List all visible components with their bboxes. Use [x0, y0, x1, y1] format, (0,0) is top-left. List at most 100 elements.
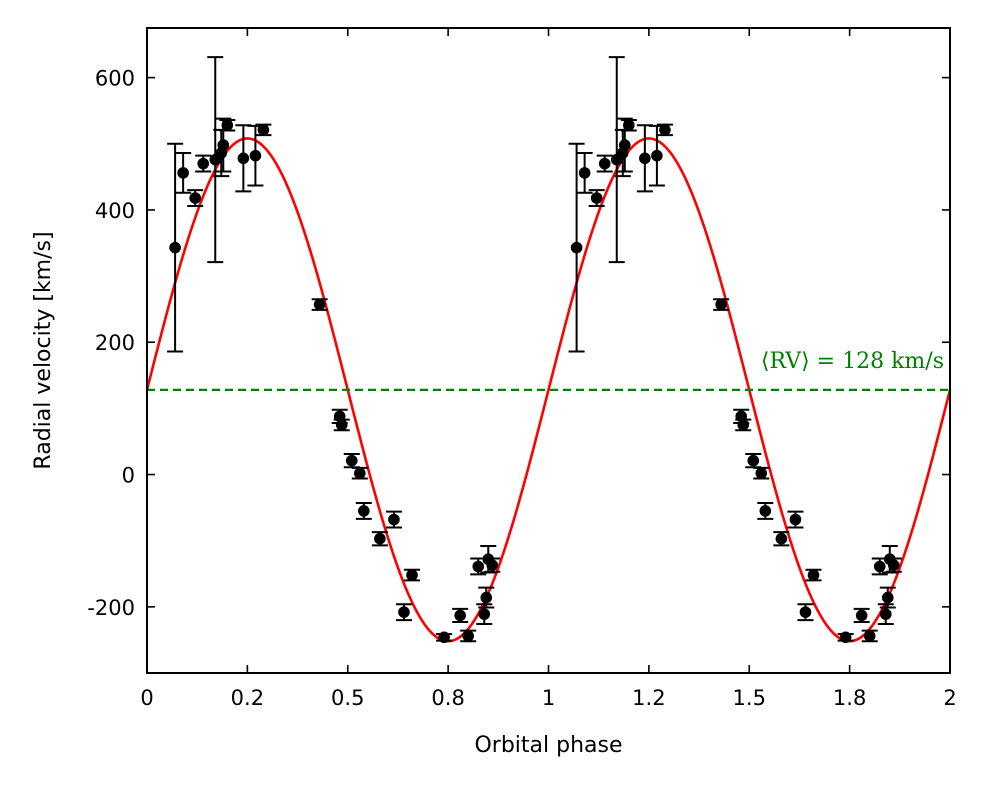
data-point	[837, 631, 854, 644]
data-point	[885, 557, 902, 573]
axes-group: 0 0.2 0.5 0.8 1 1.2 1.5 1.8 2 -200 0 200 400 600	[87, 27, 957, 710]
data-marker	[374, 532, 386, 545]
data-point	[805, 568, 822, 582]
model-curve-group	[145, 137, 952, 643]
data-point	[797, 603, 814, 622]
data-marker	[759, 505, 772, 517]
data-point	[648, 124, 665, 187]
data-marker	[618, 139, 631, 151]
x-tick-label: 1	[542, 686, 555, 710]
data-marker	[237, 152, 250, 165]
data-point	[403, 568, 420, 582]
x-tick-label: 1.8	[833, 686, 866, 710]
data-marker	[454, 609, 466, 622]
data-point	[460, 629, 477, 643]
data-point	[757, 501, 774, 520]
data-marker	[406, 569, 418, 581]
data-marker	[855, 609, 868, 622]
data-marker	[887, 559, 900, 571]
y-tick-label: -200	[87, 596, 135, 620]
data-point	[343, 453, 360, 469]
data-marker	[639, 152, 651, 165]
x-tick-label: 1.5	[733, 686, 766, 710]
data-marker	[217, 139, 230, 151]
data-marker	[570, 241, 583, 254]
data-point	[311, 298, 328, 311]
data-marker	[189, 192, 201, 204]
data-marker	[335, 419, 348, 431]
x-tick-label: 0.8	[431, 686, 464, 710]
data-point	[596, 154, 613, 173]
data-point	[470, 557, 487, 576]
data-point	[195, 154, 212, 173]
data-point	[853, 607, 870, 624]
data-marker	[578, 167, 591, 179]
data-point	[484, 557, 501, 573]
data-marker	[480, 591, 493, 604]
x-tick-label: 2	[943, 686, 956, 710]
data-marker	[472, 560, 485, 573]
mean-rv-label: ⟨RV⟩ = 128 km/s	[761, 349, 944, 374]
data-marker	[789, 513, 802, 526]
data-point	[478, 586, 495, 609]
data-marker	[169, 241, 181, 254]
data-marker	[807, 569, 820, 581]
data-marker	[486, 559, 499, 571]
data-point	[753, 466, 770, 480]
data-point	[713, 298, 730, 311]
data-marker	[353, 467, 366, 480]
data-marker	[221, 119, 234, 132]
data-points-group	[167, 56, 902, 644]
y-tick-label: 400	[95, 199, 135, 223]
data-marker	[799, 606, 812, 618]
data-marker	[747, 454, 760, 467]
data-marker	[659, 124, 671, 136]
data-point	[175, 152, 192, 194]
x-axis-label: Orbital phase	[474, 733, 622, 758]
y-tick-label: 600	[95, 67, 135, 91]
data-point	[636, 124, 653, 193]
data-point	[620, 118, 637, 132]
x-tick-label: 0	[140, 686, 153, 710]
data-marker	[478, 608, 491, 620]
data-marker	[313, 298, 326, 311]
data-point	[235, 124, 252, 193]
data-point	[745, 453, 762, 469]
data-point	[247, 124, 264, 187]
data-marker	[590, 192, 603, 204]
x-tick-label: 0.2	[231, 686, 264, 710]
data-point	[167, 142, 184, 353]
data-point	[576, 152, 593, 194]
data-point	[395, 603, 412, 622]
data-point	[371, 531, 388, 547]
data-marker	[398, 606, 410, 618]
data-marker	[755, 467, 768, 480]
data-marker	[177, 167, 189, 179]
y-tick-label: 200	[95, 331, 135, 355]
data-marker	[438, 631, 450, 644]
data-marker	[715, 298, 727, 311]
data-point	[568, 142, 585, 353]
data-point	[588, 189, 605, 207]
data-marker	[863, 630, 876, 642]
data-marker	[879, 608, 892, 620]
data-marker	[873, 560, 886, 573]
data-marker	[197, 157, 210, 170]
data-point	[351, 466, 368, 480]
data-point	[219, 118, 236, 132]
data-marker	[462, 630, 475, 642]
data-marker	[388, 513, 400, 526]
model-curve	[145, 137, 952, 643]
data-point	[452, 607, 469, 624]
data-point	[773, 531, 790, 547]
data-point	[333, 418, 350, 432]
data-marker	[651, 149, 663, 162]
data-point	[436, 631, 453, 644]
x-tick-label: 0.5	[331, 686, 364, 710]
data-marker	[345, 454, 358, 467]
data-marker	[358, 505, 370, 517]
data-point	[879, 586, 896, 609]
data-point	[187, 189, 204, 207]
x-tick-label: 1.2	[632, 686, 665, 710]
